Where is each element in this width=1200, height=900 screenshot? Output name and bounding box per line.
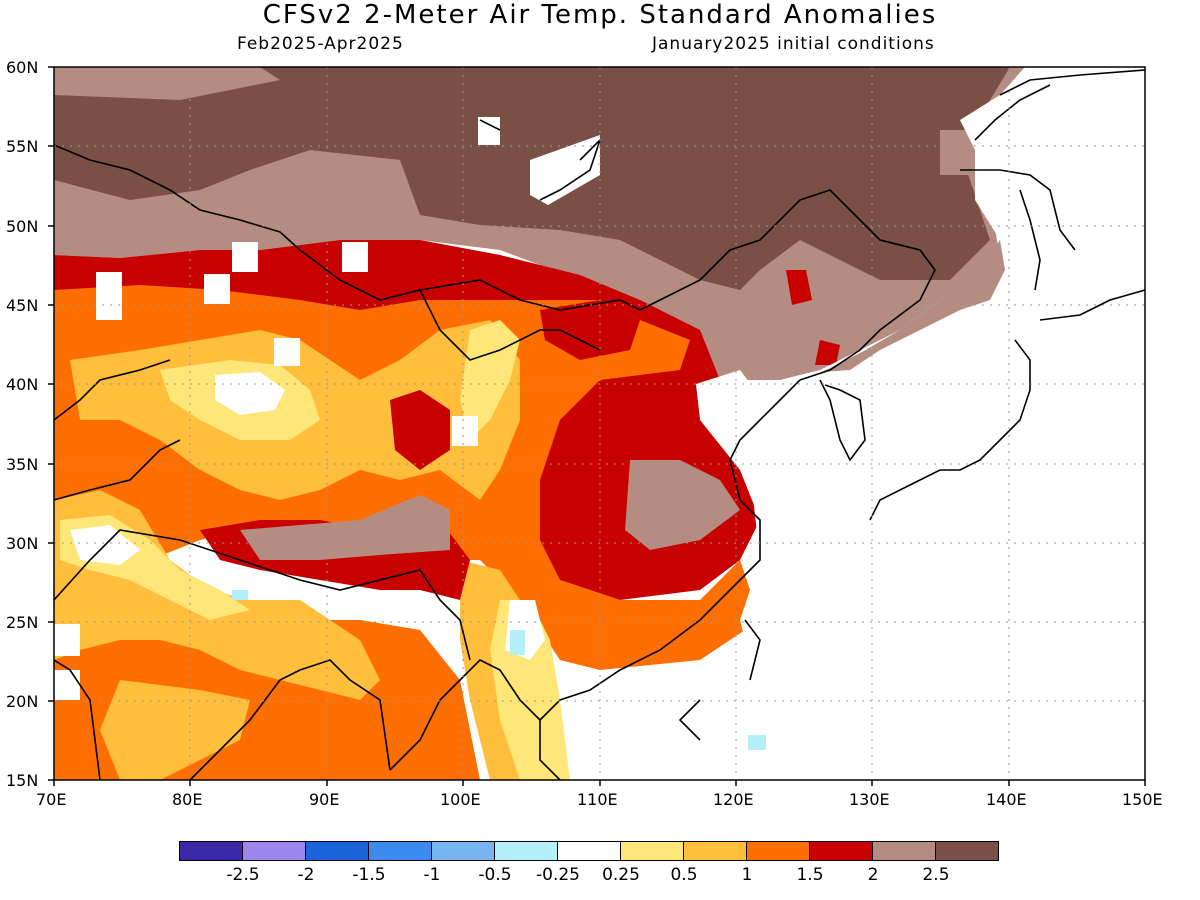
lat-label-50n: 50N (6, 217, 39, 236)
lon-label-150e: 150E (1122, 790, 1163, 809)
legend-tick-label: -2.5 (226, 865, 260, 885)
lon-label-70e: 70E (36, 790, 67, 809)
lat-label-55n: 55N (6, 137, 39, 156)
forecast-period: Feb2025-Apr2025 (237, 34, 404, 54)
axis-ticks (48, 66, 1146, 786)
lon-label-120e: 120E (713, 790, 754, 809)
legend-swatch (368, 841, 432, 861)
legend-tick-label: 1.5 (796, 865, 824, 885)
legend-swatch (620, 841, 684, 861)
legend-tick-label: 1 (741, 865, 753, 885)
legend-tick-label: -1.5 (352, 865, 386, 885)
lat-label-25n: 25N (6, 613, 39, 632)
legend-swatch (557, 841, 621, 861)
legend-tick-label: 0.5 (670, 865, 698, 885)
lon-label-140e: 140E (986, 790, 1027, 809)
lon-label-80e: 80E (172, 790, 203, 809)
legend-swatch (809, 841, 873, 861)
lat-label-45n: 45N (6, 296, 39, 315)
legend-tick-label: 2 (867, 865, 879, 885)
lat-label-15n: 15N (6, 771, 39, 790)
legend-swatch (935, 841, 999, 861)
legend-swatch (305, 841, 369, 861)
map-title: CFSv2 2-Meter Air Temp. Standard Anomali… (262, 0, 938, 30)
legend-tick-label: -0.5 (478, 865, 512, 885)
lat-label-35n: 35N (6, 455, 39, 474)
legend-tick-label: 0.25 (602, 865, 640, 885)
lat-label-60n: 60N (6, 58, 39, 77)
legend-swatch (431, 841, 495, 861)
legend-swatch (872, 841, 936, 861)
legend-tick-label: -2 (297, 865, 315, 885)
lon-label-110e: 110E (577, 790, 618, 809)
legend-tick-label: -0.25 (536, 865, 580, 885)
coastline (54, 69, 1145, 780)
anomaly-field (54, 67, 1145, 780)
grid (54, 67, 1145, 780)
lat-label-30n: 30N (6, 534, 39, 553)
lat-label-20n: 20N (6, 692, 39, 711)
lon-label-100e: 100E (440, 790, 481, 809)
legend-swatch (494, 841, 558, 861)
legend-swatch (179, 841, 243, 861)
initial-conditions: January2025 initial conditions (652, 34, 935, 54)
legend-tick-label: -1 (423, 865, 441, 885)
color-legend (179, 841, 999, 861)
lon-label-130e: 130E (849, 790, 890, 809)
lat-label-40n: 40N (6, 375, 39, 394)
legend-swatch (683, 841, 747, 861)
legend-tick-label: 2.5 (922, 865, 950, 885)
legend-swatch (242, 841, 306, 861)
lon-label-90e: 90E (309, 790, 340, 809)
legend-swatch (746, 841, 810, 861)
